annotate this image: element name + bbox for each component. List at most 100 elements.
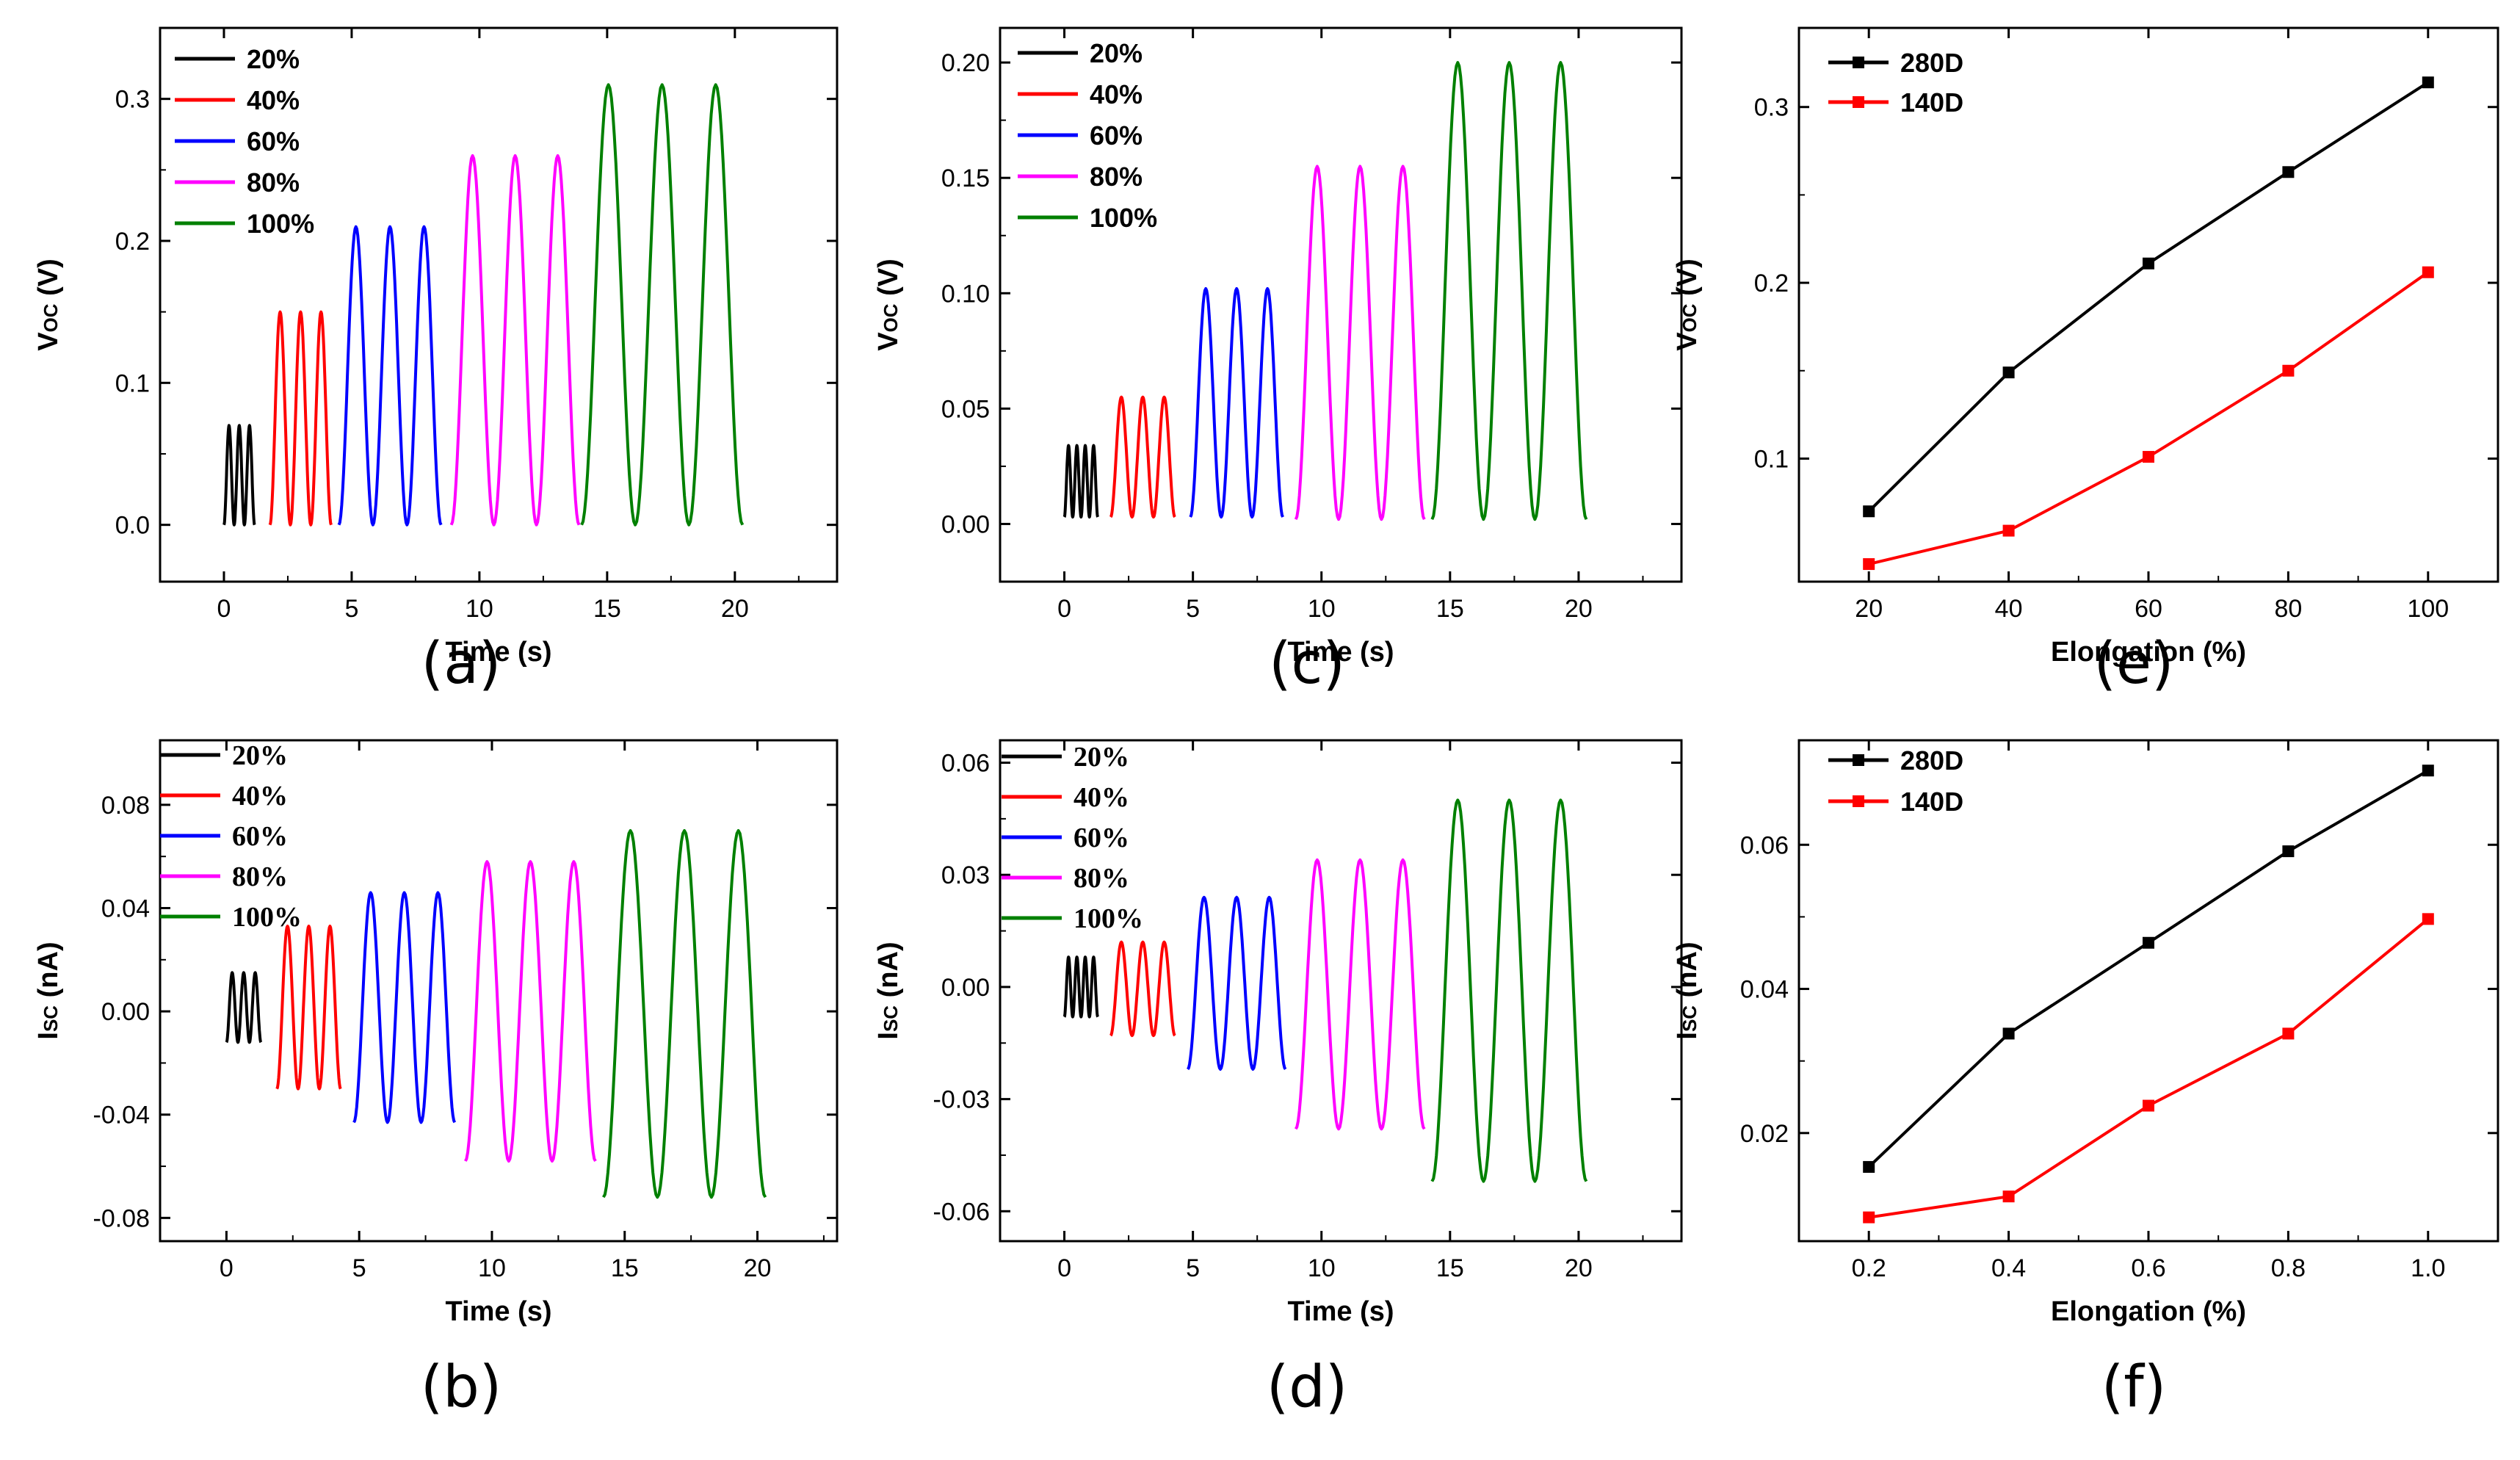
legend-label-80%: 80% <box>232 861 288 892</box>
legend-label-20%: 20% <box>232 740 288 771</box>
series-line-100% <box>1430 798 1588 1183</box>
series-line-60% <box>337 225 443 527</box>
y-label-main: V <box>1672 332 1703 351</box>
y-tick-label: 0.3 <box>115 86 150 114</box>
y-tick-label: -0.03 <box>933 1086 991 1114</box>
legend-label-80%: 80% <box>1090 162 1143 192</box>
plot-frame <box>999 26 1683 583</box>
panel-label: (b) <box>421 1354 502 1420</box>
x-axis-label: Time (s) <box>1287 1296 1394 1327</box>
legend-label-40%: 40% <box>1073 782 1129 813</box>
series-line-20% <box>1062 444 1099 518</box>
data-point-280D <box>2002 1027 2015 1040</box>
data-point-140D <box>2422 913 2434 925</box>
data-point-140D <box>2143 451 2154 463</box>
x-axis-label: Time (s) <box>445 1296 551 1327</box>
chart-panel-4: 0 5 10 15 20 -0.06 -0.03 0.00 0.03 0.06 Time (s) IS… <box>873 739 1683 1420</box>
series-line-60% <box>1186 895 1287 1071</box>
legend-label-60%: 60% <box>1073 823 1129 853</box>
data-point-280D <box>2422 765 2434 777</box>
data-point-140D <box>2143 1099 2154 1112</box>
y-tick-label: 0.00 <box>941 510 990 538</box>
data-point-280D <box>2143 936 2154 949</box>
series-line-20% <box>1062 955 1099 1019</box>
legend-label-20%: 20% <box>1073 742 1129 773</box>
data-point-140D <box>2282 364 2295 377</box>
legend-label-140D: 140D <box>1900 787 1963 817</box>
x-tick-label: 100 <box>2407 595 2449 623</box>
y-tick-label: 0.08 <box>101 792 150 820</box>
data-point-280D <box>2282 845 2295 858</box>
data-point-140D <box>2422 266 2434 278</box>
y-tick-label: 0.00 <box>101 998 150 1026</box>
x-tick-label: 5 <box>1186 1254 1200 1282</box>
data-point-280D <box>2002 366 2015 379</box>
data-point-280D <box>1863 505 1875 518</box>
x-tick-label: 0.8 <box>2271 1254 2306 1282</box>
y-label-unit: (nA) <box>1672 942 1703 1005</box>
chart-panel-5: 0.2 0.4 0.6 0.8 1.0 0.02 0.04 0.06 Elongation (%… <box>1672 739 2499 1420</box>
legend-marker-140D <box>1853 795 1864 807</box>
chart-panel-3: 0 5 10 15 20 -0.08 -0.04 0.00 0.04 0.08 Time (s) IS… <box>33 739 839 1420</box>
x-tick-label: 0 <box>217 595 231 623</box>
data-point-140D <box>2002 1190 2015 1203</box>
legend-label-100%: 100% <box>1073 903 1143 934</box>
y-label-unit: (V) <box>33 259 64 303</box>
y-label-unit: (nA) <box>873 942 904 1005</box>
legend-label-20%: 20% <box>247 44 300 74</box>
plot-frame <box>159 26 839 583</box>
x-tick-label: 20 <box>1565 595 1593 623</box>
y-tick-label: 0.2 <box>1754 270 1789 297</box>
chart-panel-0: 0 5 10 15 20 0.0 0.1 0.2 0.3 Time (s) VOC (V) 20% 40… <box>33 26 839 697</box>
x-tick-label: 20 <box>1855 595 1883 623</box>
series-line-280D <box>1867 81 2429 513</box>
x-axis-label: Elongation (%) <box>2051 637 2246 668</box>
panel-label: (f) <box>2101 1354 2166 1420</box>
y-tick-label: 0.04 <box>101 895 150 923</box>
x-tick-label: 1.0 <box>2411 1254 2445 1282</box>
legend-label-60%: 60% <box>232 821 288 852</box>
data-point-280D <box>2282 166 2295 178</box>
y-label-sub: OC <box>1679 303 1701 332</box>
x-tick-label: 15 <box>1436 1254 1464 1282</box>
series-line-40% <box>275 925 342 1091</box>
y-label-main: V <box>33 332 64 351</box>
y-label-unit: (V) <box>1672 259 1703 303</box>
x-tick-label: 20 <box>744 1254 772 1282</box>
y-label-sub: SC <box>40 1005 62 1032</box>
series-line-80% <box>464 860 597 1163</box>
x-tick-label: 0.4 <box>1991 1254 2026 1282</box>
y-tick-label: 0.0 <box>115 512 150 540</box>
x-tick-label: 0.6 <box>2131 1254 2165 1282</box>
legend-label-80%: 80% <box>247 167 300 198</box>
legend-label-60%: 60% <box>247 126 300 156</box>
data-point-140D <box>2282 1027 2295 1040</box>
y-label-main: I <box>33 1032 64 1040</box>
x-tick-label: 15 <box>611 1254 639 1282</box>
y-axis-label: ISC (nA) <box>873 942 904 1039</box>
series-line-40% <box>1109 395 1176 518</box>
plot-frame <box>999 739 1683 1243</box>
y-tick-label: 0.06 <box>941 750 990 778</box>
legend-marker-140D <box>1853 96 1864 108</box>
y-tick-label: -0.06 <box>933 1198 991 1226</box>
legend-label-40%: 40% <box>232 781 288 812</box>
x-tick-label: 10 <box>1308 595 1336 623</box>
y-label-main: I <box>1672 1032 1703 1040</box>
legend-label-40%: 40% <box>1090 79 1143 109</box>
x-tick-label: 60 <box>2135 595 2162 623</box>
panel-label: (e) <box>2094 631 2174 697</box>
x-tick-label: 80 <box>2274 595 2302 623</box>
series-line-20% <box>225 971 263 1044</box>
legend-label-60%: 60% <box>1090 120 1143 151</box>
x-tick-label: 0 <box>1057 595 1071 623</box>
legend-marker-280D <box>1853 754 1864 766</box>
x-axis-label: Elongation (%) <box>2051 1296 2246 1327</box>
panel-label: (c) <box>1269 631 1345 697</box>
data-point-140D <box>2002 524 2015 537</box>
x-axis-label: Time (s) <box>445 637 551 668</box>
series-line-100% <box>1430 61 1588 521</box>
legend-label-140D: 140D <box>1900 87 1963 118</box>
x-tick-label: 10 <box>1308 1254 1336 1282</box>
